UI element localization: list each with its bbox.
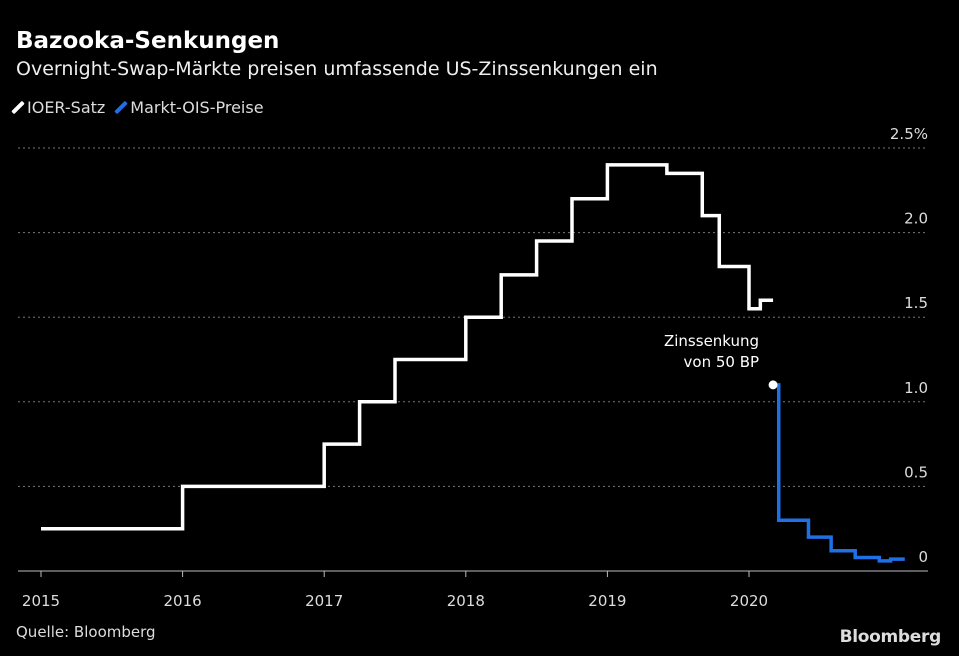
series-lines <box>41 163 905 563</box>
legend-item-ioer: IOER-Satz <box>11 98 106 117</box>
x-axis-ticks: 2015 2016 2017 2018 2019 2020 <box>22 571 768 610</box>
y-tick-label: 0 <box>918 548 928 566</box>
legend-label-ioer: IOER-Satz <box>27 98 106 117</box>
x-tick-label: 2018 <box>447 592 485 610</box>
legend-label-ois: Markt-OIS-Preise <box>130 98 264 117</box>
x-tick-label: 2016 <box>164 592 202 610</box>
legend-item-ois: Markt-OIS-Preise <box>114 98 264 117</box>
series-line-ois <box>773 383 905 563</box>
series-line-ioer <box>41 163 774 531</box>
source-note: Quelle: Bloomberg <box>16 623 156 641</box>
x-tick-label: 2020 <box>730 592 768 610</box>
annotation-text-line2: von 50 BP <box>684 353 760 371</box>
y-tick-label: 1.0 <box>904 379 928 397</box>
y-axis-ticks: 0 0.5 1.0 1.5 2.0 2.5% <box>890 125 928 566</box>
annotation-text-line1: Zinssenkung <box>664 332 759 350</box>
x-tick-label: 2019 <box>588 592 626 610</box>
chart-title: Bazooka-Senkungen <box>16 28 280 54</box>
legend: IOER-Satz Markt-OIS-Preise <box>11 98 264 117</box>
annotations: Zinssenkung von 50 BP <box>664 332 778 390</box>
annotation-marker <box>768 380 778 390</box>
y-tick-label: 2.0 <box>904 210 928 228</box>
bloomberg-logo: Bloomberg <box>839 627 942 647</box>
x-tick-label: 2015 <box>22 592 60 610</box>
chart-subtitle: Overnight-Swap-Märkte preisen umfassende… <box>16 58 658 80</box>
y-tick-label: 0.5 <box>904 463 928 481</box>
y-tick-label: 1.5 <box>904 294 928 312</box>
y-tick-label: 2.5% <box>890 125 928 143</box>
x-tick-label: 2017 <box>305 592 343 610</box>
